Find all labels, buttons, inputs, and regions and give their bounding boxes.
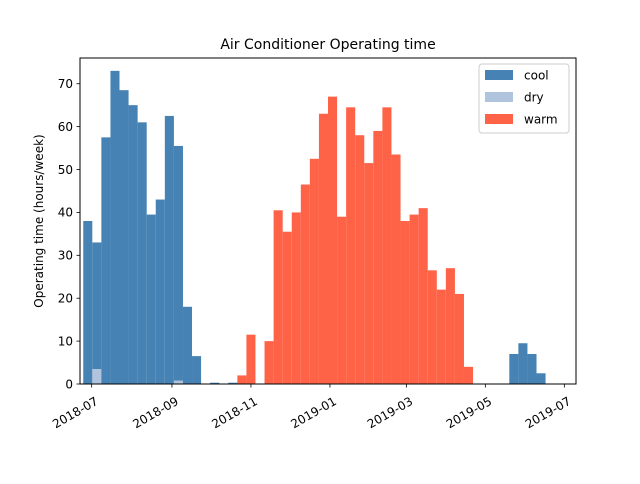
bar-cool-9 (164, 115, 174, 384)
bar-warm-13 (364, 163, 374, 384)
bar-warm-16 (391, 154, 401, 384)
x-tick-label: 2018-07 (50, 394, 100, 431)
bar-warm-2 (264, 341, 274, 384)
bar-warm-4 (282, 231, 292, 384)
plot-frame (79, 57, 577, 385)
x-tick-label: 2018-09 (130, 394, 180, 431)
x-tick-label: 2019-07 (523, 394, 573, 431)
bar-warm-10 (337, 216, 347, 384)
y-tick-label: 30 (58, 249, 73, 263)
bar-warm-20 (427, 270, 437, 384)
bar-warm-6 (300, 184, 310, 384)
x-axis: 2018-07 2018-09 2018-11 2019-01 2019-03 2019-… (50, 384, 573, 431)
bar-cool-18 (536, 373, 546, 384)
bar-warm-8 (318, 113, 328, 384)
bar-cool-7 (146, 214, 156, 384)
bar-warm-19 (418, 208, 428, 384)
bar-warm-24 (463, 366, 474, 384)
bar-warm-7 (309, 158, 319, 384)
x-tick-label: 2018-11 (209, 394, 259, 431)
bar-cool-15 (509, 353, 519, 384)
bar-cool-10 (173, 145, 183, 384)
legend-swatch-cool (485, 70, 513, 80)
legend-label-warm: warm (524, 113, 558, 127)
bar-cool-17 (527, 353, 537, 384)
bar-cool-16 (518, 343, 528, 384)
y-tick-label: 0 (65, 377, 73, 391)
legend-entries: cool dry warm (485, 69, 558, 127)
bar-cool-11 (182, 306, 193, 384)
bar-dry-0 (92, 368, 102, 384)
bar-cool-6 (137, 122, 147, 384)
bar-warm-18 (409, 214, 419, 384)
y-tick-label: 40 (58, 206, 73, 220)
bar-warm-0 (237, 375, 247, 384)
bar-warm-14 (373, 130, 383, 384)
bar-warm-12 (355, 135, 365, 384)
bar-cool-3 (110, 70, 120, 385)
legend-label-dry: dry (524, 91, 544, 105)
y-tick-label: 50 (58, 163, 73, 177)
bar-warm-21 (436, 289, 446, 384)
y-axis: 0 10 20 30 40 50 60 70 (58, 77, 80, 391)
y-tick-label: 20 (58, 292, 73, 306)
x-tick-label: 2019-03 (365, 394, 415, 431)
bar-warm-17 (400, 221, 410, 384)
bar-dry-1 (173, 380, 183, 384)
legend-swatch-dry (485, 92, 513, 102)
bar-cool-8 (155, 199, 165, 384)
bar-cool-12 (192, 356, 202, 384)
y-axis-title: Operating time (hours/week) (32, 134, 46, 307)
bar-warm-15 (382, 107, 392, 384)
legend: cool dry warm (478, 63, 570, 134)
bar-warm-3 (273, 210, 283, 384)
x-tick-label: 2019-05 (444, 394, 494, 431)
bar-cool-4 (119, 90, 129, 385)
bar-cool-2 (101, 137, 111, 384)
bars-layer (83, 70, 546, 385)
chart-title: Air Conditioner Operating time (220, 37, 435, 53)
bar-cool-1 (92, 242, 102, 384)
bar-warm-23 (454, 293, 464, 384)
y-tick-label: 10 (58, 334, 73, 348)
y-tick-label: 70 (58, 77, 73, 91)
bar-cool-0 (83, 221, 93, 384)
legend-label-cool: cool (524, 69, 549, 83)
bar-warm-11 (346, 107, 356, 384)
bar-warm-1 (246, 334, 256, 384)
bar-warm-9 (328, 96, 338, 385)
bar-warm-5 (291, 212, 301, 384)
bar-cool-14 (228, 382, 238, 384)
legend-swatch-warm (485, 114, 513, 124)
x-tick-label: 2019-01 (288, 394, 338, 431)
bar-cool-13 (210, 382, 220, 384)
bar-cool-5 (128, 105, 138, 385)
bar-warm-22 (445, 268, 455, 384)
y-tick-label: 60 (58, 120, 73, 134)
